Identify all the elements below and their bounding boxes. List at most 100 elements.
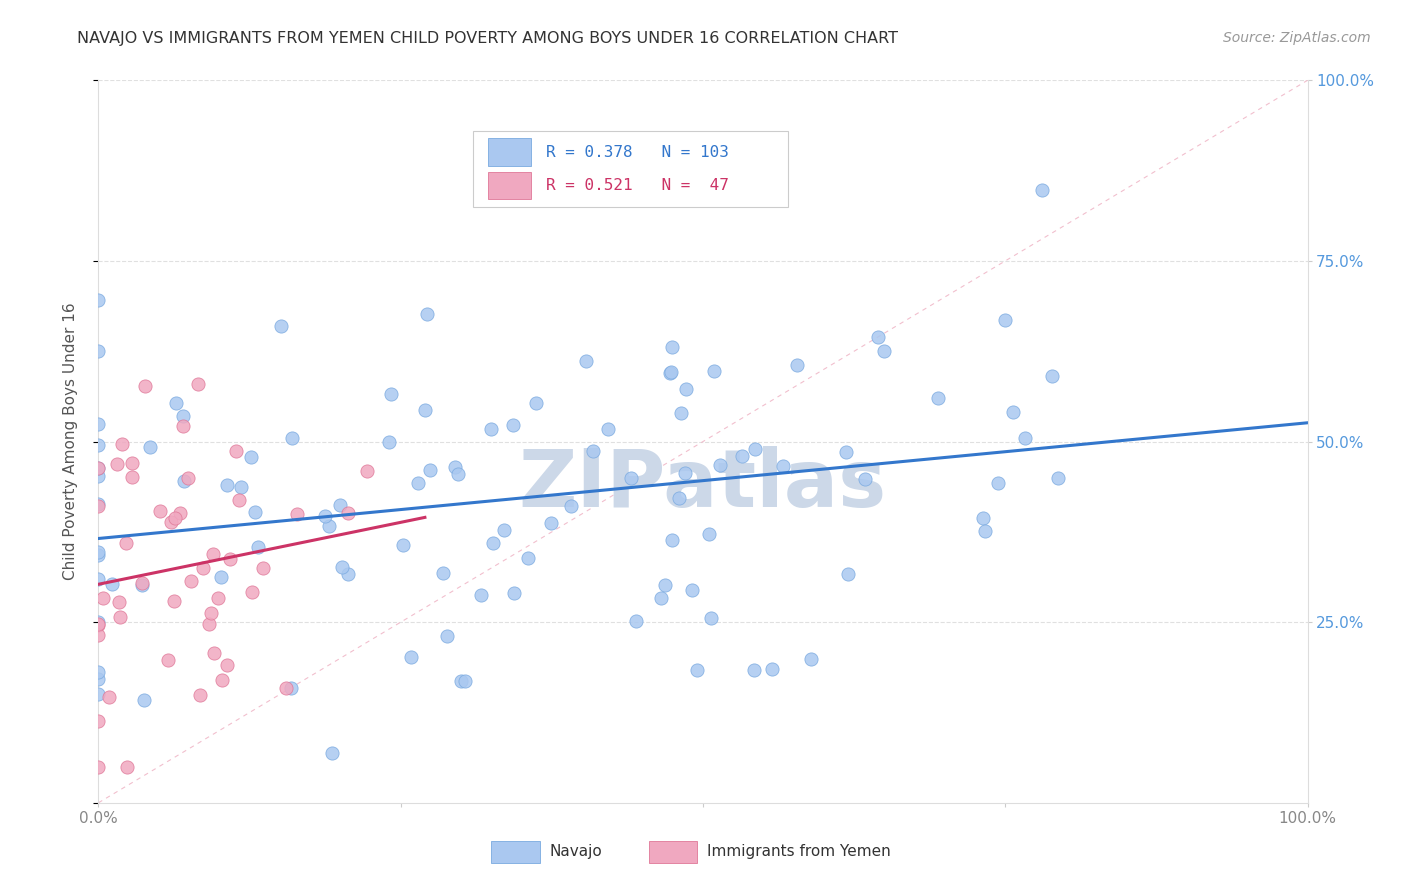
Point [87,672,110,686]
FancyBboxPatch shape [648,841,697,863]
Point [1031,183,1053,197]
Point [650,591,672,605]
Point [560,499,582,513]
Point [432,566,454,581]
Point [654,578,676,592]
Point [91,591,114,605]
Point [853,472,876,486]
Point [321,746,343,760]
Point [419,463,441,477]
Point [87,615,110,630]
Point [215,658,238,673]
Point [187,376,209,391]
Point [1001,405,1024,419]
Point [927,392,949,406]
Point [772,458,794,473]
FancyBboxPatch shape [474,131,787,207]
Point [121,469,143,483]
Point [1047,471,1070,485]
Point [87,499,110,513]
Text: ZIPatlas: ZIPatlas [519,446,887,524]
Point [356,465,378,479]
Point [517,551,540,566]
Point [165,396,187,410]
Point [575,353,598,368]
Point [408,475,430,490]
Point [314,508,336,523]
Point [786,358,808,372]
Point [447,467,470,481]
Point [744,442,766,457]
Point [330,560,353,574]
Point [392,538,415,552]
Point [87,687,110,701]
Point [169,506,191,520]
Point [163,511,186,525]
Point [87,548,110,562]
Point [156,653,179,667]
Point [659,365,682,379]
Point [87,497,110,511]
Point [87,616,110,631]
Point [200,607,222,621]
Point [87,618,110,632]
FancyBboxPatch shape [488,138,531,166]
Point [668,491,690,506]
Point [87,468,110,483]
Point [87,293,110,308]
Point [873,343,896,358]
Point [837,567,859,582]
Point [624,614,647,628]
Point [399,649,422,664]
Point [228,493,250,508]
Point [202,547,225,561]
Point [173,474,195,488]
Point [115,760,138,774]
Point [132,693,155,707]
Point [108,595,131,609]
Point [87,714,110,728]
Point [700,611,723,625]
Point [659,366,682,380]
Point [540,516,562,530]
Point [835,444,858,458]
Point [219,552,242,566]
Point [482,536,505,550]
Point [87,628,110,642]
Point [149,504,172,518]
Point [280,681,302,695]
Point [416,307,439,321]
Point [318,519,340,533]
Point [661,340,683,354]
Point [177,470,200,484]
Point [281,431,304,445]
Point [972,511,994,525]
Point [97,690,120,705]
Point [131,576,153,591]
Point [502,417,524,432]
Text: R = 0.521   N =  47: R = 0.521 N = 47 [546,178,728,193]
Point [87,545,110,559]
Point [87,760,110,774]
Point [209,570,232,584]
Point [675,382,697,396]
Point [703,364,725,378]
Point [172,409,194,423]
Point [761,662,783,676]
Point [744,663,766,677]
Point [87,344,110,359]
Point [974,524,997,539]
Point [172,418,194,433]
Point [336,566,359,581]
Point [160,515,183,529]
Point [87,572,110,586]
Point [188,688,211,702]
Point [247,540,270,554]
FancyBboxPatch shape [492,841,540,863]
Point [229,480,252,494]
Point [380,387,402,401]
Point [524,396,547,410]
Point [1014,431,1036,445]
Point [87,460,110,475]
Point [111,437,134,451]
